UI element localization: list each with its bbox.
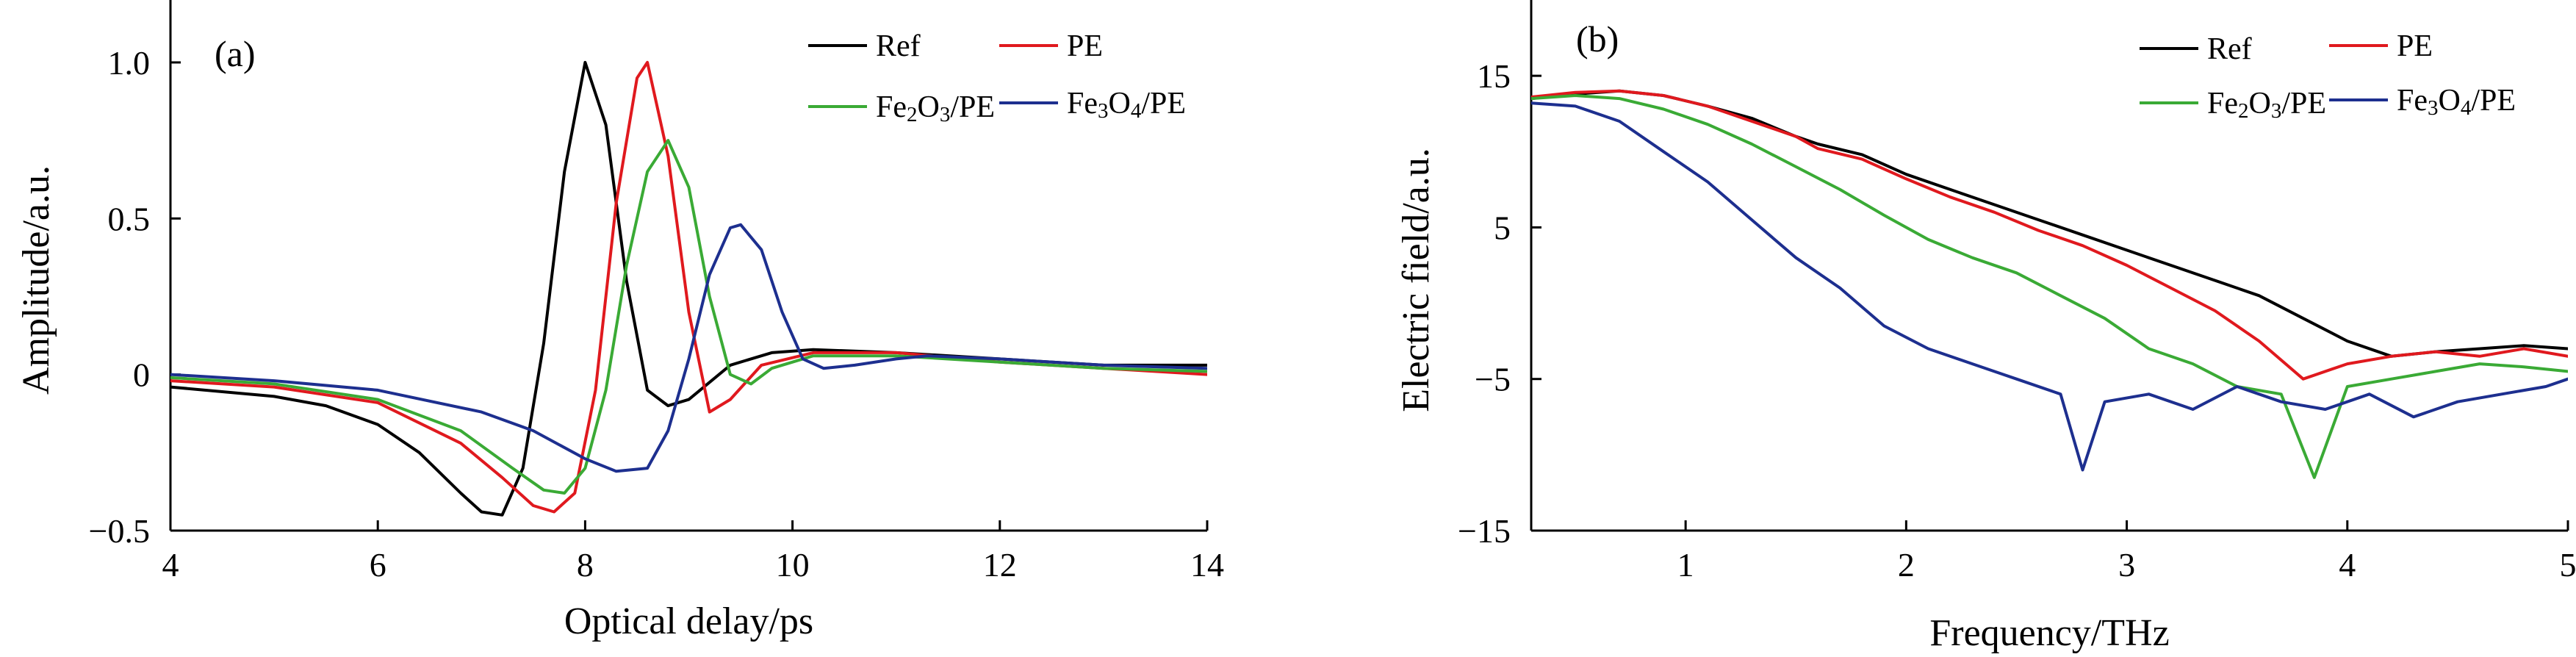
y-tick-label: 5 [1494, 209, 1511, 246]
legend-label: PE [1067, 29, 1103, 63]
series-line-fe2o3-pe [1531, 94, 2568, 479]
y-tick-label: −0.5 [89, 512, 150, 550]
legend-label: Fe3O4/PE [1067, 87, 1186, 123]
x-tick-label: 4 [162, 546, 179, 584]
series-line-fe2o3-pe [170, 139, 1207, 495]
legend-label: Fe2O3/PE [2207, 87, 2326, 123]
y-tick-label: 1.0 [108, 44, 151, 82]
x-tick-label: 3 [2118, 546, 2135, 584]
x-tick-label: 2 [1898, 546, 1915, 584]
series-line-fe3o4-pe [170, 223, 1207, 473]
x-tick-label: 4 [2339, 546, 2356, 584]
x-tick-label: 5 [2560, 546, 2576, 584]
chart-panel-b: 1 2 3 4 5 −15 −5 5 15 Frequency/THz Electric field… [1395, 0, 2576, 654]
y-axis-label: Amplitude/a.u. [15, 165, 57, 395]
x-tick-label: 1 [1677, 546, 1694, 584]
series-line-pe [170, 60, 1207, 514]
x-tick-label: 6 [370, 546, 386, 584]
y-tick-label: −5 [1475, 361, 1511, 398]
x-tick-label: 10 [776, 546, 810, 584]
x-tick-label: 12 [983, 546, 1017, 584]
legend-label: Ref [876, 29, 921, 63]
chart-panel-a: 4 6 8 10 12 14 −0.5 0 0.5 1.0 Optical delay/ps Ampl… [15, 0, 1224, 642]
panel-label: (b) [1576, 18, 1619, 60]
series-line-ref [170, 60, 1207, 517]
panel-label: (a) [215, 33, 256, 74]
y-axis-label: Electric field/a.u. [1395, 148, 1437, 412]
legend-label: Fe2O3/PE [876, 90, 995, 126]
series-line-fe3o4-pe [1531, 101, 2568, 472]
x-tick-label: 8 [577, 546, 594, 584]
x-axis-label: Frequency/THz [1929, 612, 2169, 654]
y-tick-label: 0 [133, 356, 150, 394]
y-tick-label: 15 [1477, 57, 1511, 95]
x-tick-label: 14 [1190, 546, 1224, 584]
series-line-ref [1531, 89, 2568, 358]
y-tick-label: 0.5 [108, 200, 151, 237]
legend-label: PE [2397, 29, 2433, 63]
legend-label: Fe3O4/PE [2397, 84, 2516, 120]
y-tick-label: −15 [1458, 512, 1511, 550]
x-axis-label: Optical delay/ps [564, 600, 813, 642]
series-line-pe [1531, 89, 2568, 381]
legend-label: Ref [2207, 32, 2252, 66]
